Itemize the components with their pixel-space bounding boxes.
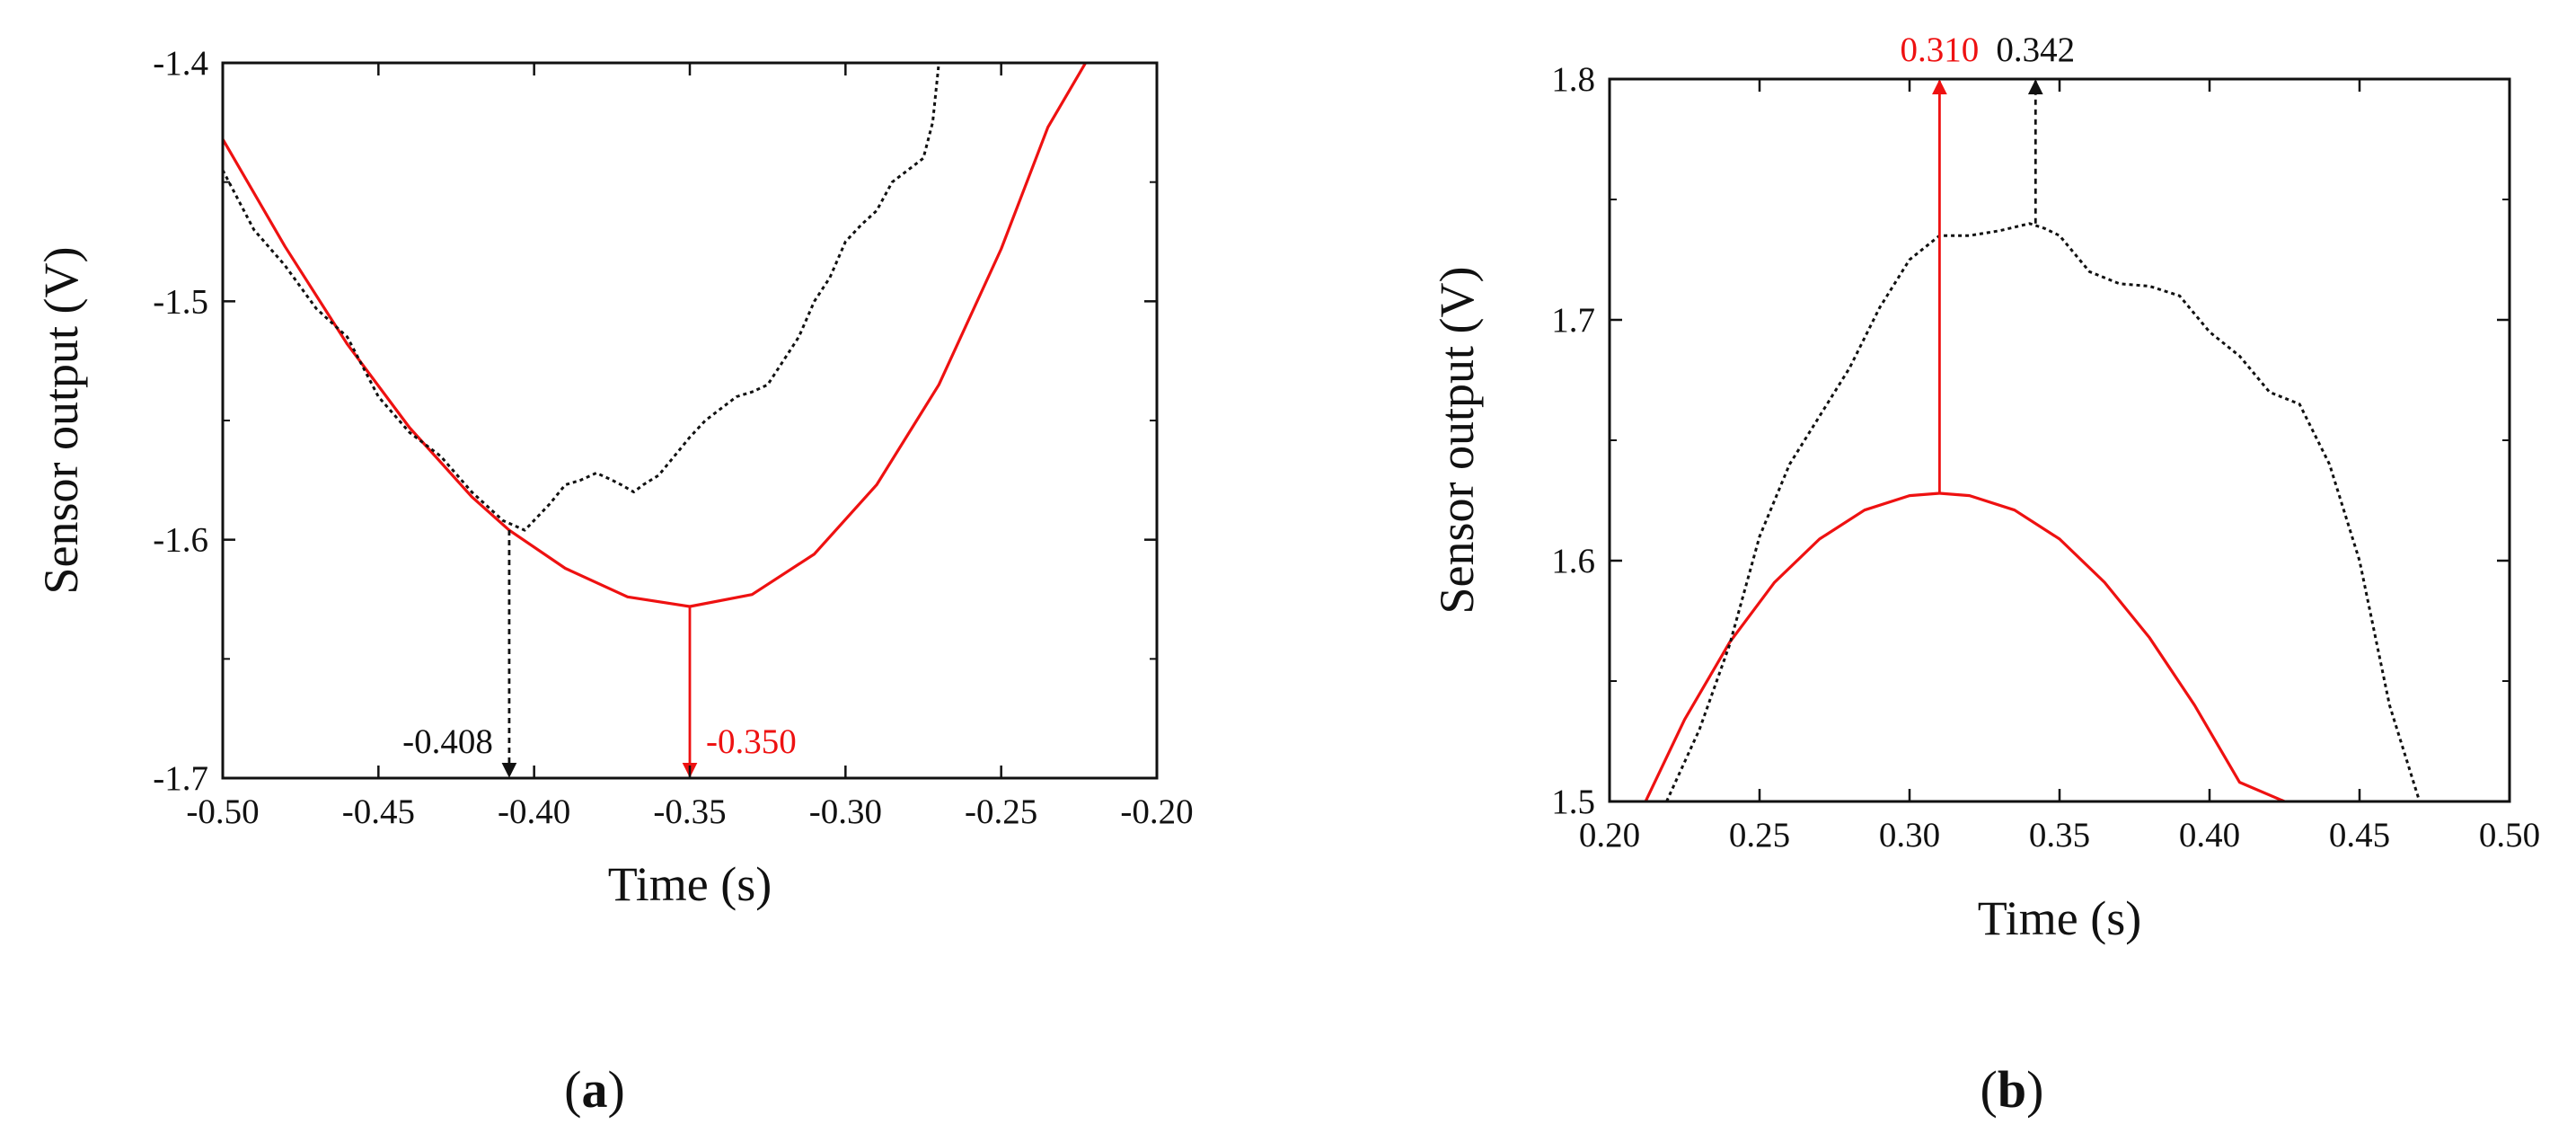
- x-tick-label: -0.30: [809, 792, 882, 831]
- panel-label-b: (b): [1981, 1060, 2044, 1119]
- y-tick-label: -1.4: [153, 44, 208, 83]
- annotation-label--0.350: -0.350: [706, 722, 797, 761]
- panel-label-a: (a): [564, 1060, 625, 1119]
- chart-panel-b: 0.310 0.342 0.20 0.25 0.30 0.35 0.40 0.45 0.50 1…: [1430, 31, 2540, 945]
- x-tick-label: -0.50: [186, 792, 259, 831]
- y-tick-label: -1.7: [153, 759, 208, 798]
- x-tick-label: -0.35: [653, 792, 726, 831]
- series-fitted-a: [223, 63, 1088, 608]
- ticks-b: 0.20 0.25 0.30 0.35 0.40 0.45 0.50 1.5 1.6 1.7 1.8: [1551, 60, 2540, 854]
- panel-label-b-open: (: [1981, 1060, 1998, 1119]
- y-axis-title-b: Sensor output (V): [1430, 267, 1484, 615]
- y-tick-label: 1.6: [1551, 542, 1595, 580]
- y-axis-title-a: Sensor output (V): [34, 247, 88, 595]
- x-tick-label: 0.45: [2329, 816, 2390, 854]
- series-layer-b: [1644, 222, 2422, 801]
- x-tick-label: -0.20: [1120, 792, 1193, 831]
- x-tick-label: 0.50: [2479, 816, 2540, 854]
- y-tick-label: 1.8: [1551, 60, 1595, 99]
- x-tick-label: 0.20: [1579, 816, 1640, 854]
- panel-label-a-open: (: [564, 1060, 581, 1119]
- annotation-label--0.408: -0.408: [402, 722, 493, 761]
- series-measured-b: [1665, 222, 2422, 801]
- panel-label-a-letter: a: [582, 1060, 608, 1119]
- panel-label-a-close: ): [608, 1060, 625, 1119]
- x-tick-label: 0.35: [2029, 816, 2090, 854]
- y-tick-label: -1.6: [153, 521, 208, 560]
- x-tick-label: -0.25: [965, 792, 1037, 831]
- x-tick-label: 0.40: [2179, 816, 2240, 854]
- series-fitted-b: [1644, 491, 2286, 801]
- y-tick-label: 1.5: [1551, 783, 1595, 821]
- x-tick-label: 0.25: [1729, 816, 1790, 854]
- annotation-label-0.342: 0.342: [1996, 31, 2075, 69]
- panel-label-b-letter: b: [1998, 1060, 2026, 1119]
- panel-label-b-close: ): [2026, 1060, 2043, 1119]
- x-tick-label: -0.40: [498, 792, 570, 831]
- series-measured-a: [223, 63, 940, 532]
- y-tick-label: -1.5: [153, 282, 208, 321]
- x-tick-label: 0.30: [1879, 816, 1940, 854]
- plot-frame-b: [1608, 77, 2511, 803]
- x-axis-title-a: Time (s): [608, 857, 772, 911]
- annotations-b: 0.310 0.342: [1901, 31, 2075, 493]
- x-tick-label: -0.45: [342, 792, 415, 831]
- annotation-label-0.310: 0.310: [1901, 31, 1980, 69]
- y-tick-label: 1.7: [1551, 301, 1595, 340]
- chart-panel-a: -0.408 -0.350 -0.50 -0.45 -0.40 -0.35 -0.30 -0…: [34, 44, 1194, 911]
- ticks-a: -0.50 -0.45 -0.40 -0.35 -0.30 -0.25 -0.20 -1.4 -…: [153, 44, 1193, 831]
- x-axis-title-b: Time (s): [1978, 891, 2142, 945]
- annotations-a: -0.408 -0.350: [402, 530, 797, 778]
- series-layer-a: [223, 63, 1088, 608]
